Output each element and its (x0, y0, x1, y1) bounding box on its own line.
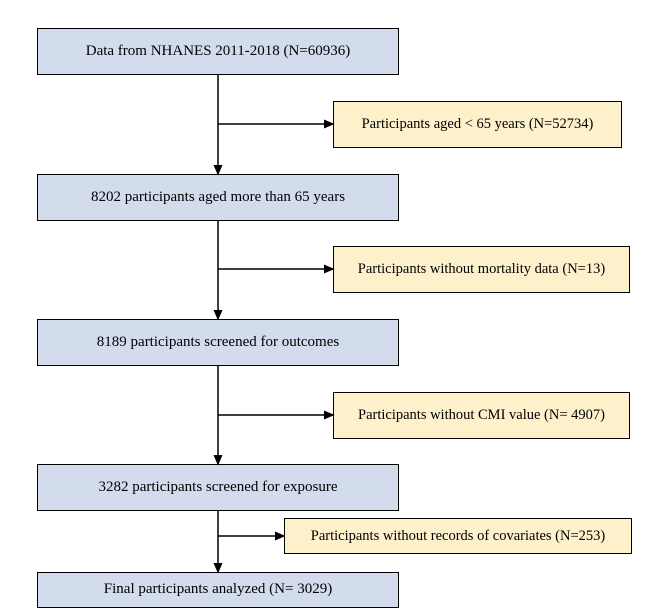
node-screened-outcomes: 8189 participants screened for outcomes (37, 319, 399, 366)
node-final: Final participants analyzed (N= 3029) (37, 572, 399, 608)
excl-no-covariates: Participants without records of covariat… (284, 518, 632, 554)
node-screened-exposure: 3282 participants screened for exposure (37, 464, 399, 511)
excl-under-65: Participants aged < 65 years (N=52734) (333, 101, 622, 148)
node-source-data: Data from NHANES 2011-2018 (N=60936) (37, 28, 399, 75)
excl-no-cmi: Participants without CMI value (N= 4907) (333, 392, 630, 439)
excl-no-mortality: Participants without mortality data (N=1… (333, 246, 630, 293)
node-aged-65: 8202 participants aged more than 65 year… (37, 174, 399, 221)
